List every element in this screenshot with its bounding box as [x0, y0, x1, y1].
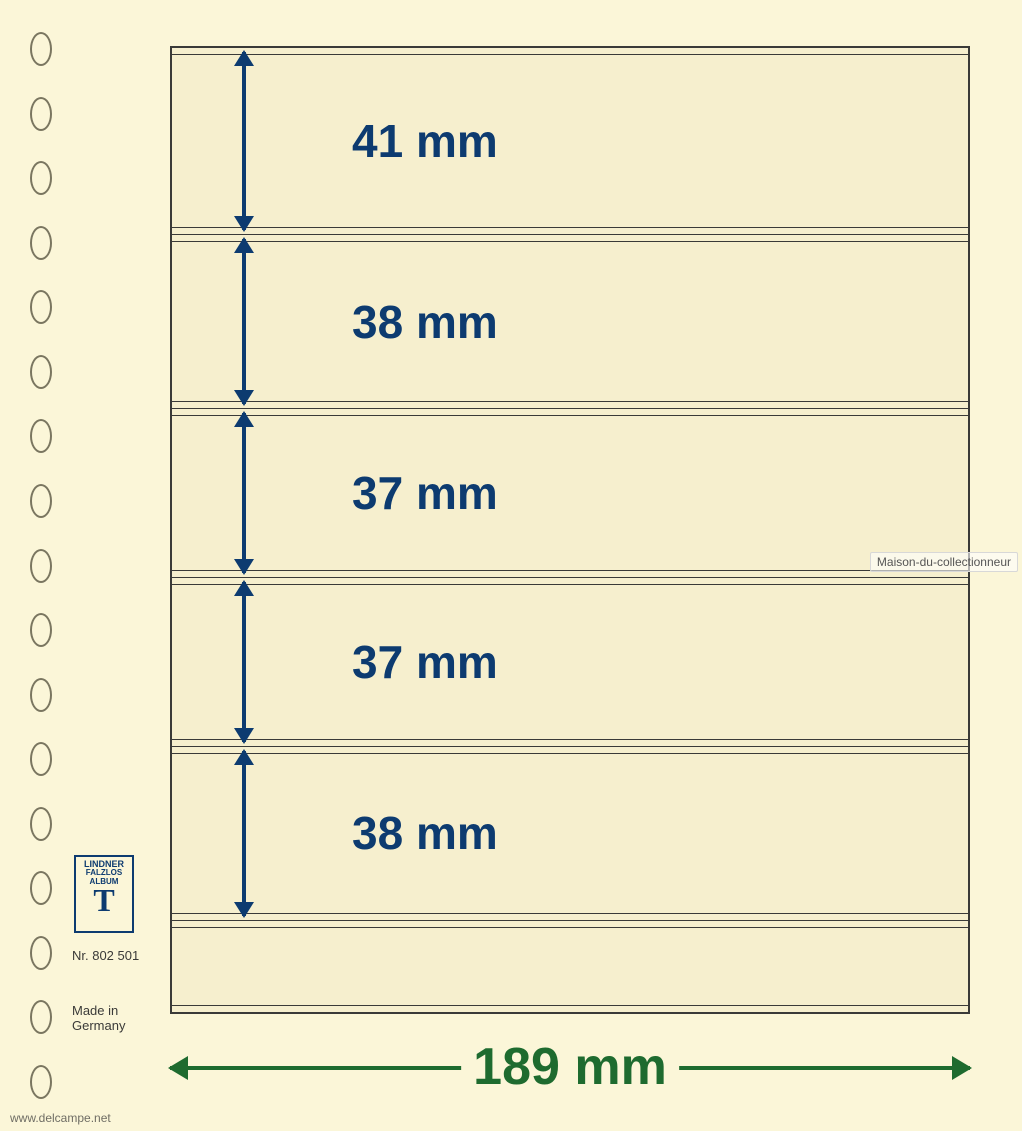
arrowhead-down-icon	[234, 216, 254, 232]
arrowhead-down-icon	[234, 902, 254, 918]
strip-inner-lines	[172, 415, 968, 571]
strip-row: 41 mm	[172, 48, 968, 235]
made-in-label: Made in Germany	[72, 1004, 125, 1034]
height-dim-line	[242, 582, 246, 742]
height-dim-line	[242, 751, 246, 916]
album-page-diagram: 41 mm 38 mm 37 mm 37 mm 38 mm 189 mm LINDNER…	[0, 0, 1022, 1131]
strip-row: 38 mm	[172, 235, 968, 409]
binding-hole	[30, 290, 52, 324]
height-dim-line	[242, 239, 246, 404]
binding-hole	[30, 871, 52, 905]
binding-hole	[30, 419, 52, 453]
height-dim-label: 37 mm	[352, 466, 498, 520]
height-dimension: 38 mm	[242, 751, 246, 916]
made-in-line1: Made in	[72, 1003, 118, 1018]
height-dim-label: 38 mm	[352, 295, 498, 349]
binding-hole	[30, 549, 52, 583]
strip-row: 38 mm	[172, 747, 968, 921]
strip-inner-lines	[172, 54, 968, 228]
arrowhead-up-icon	[234, 749, 254, 765]
arrowhead-left-icon	[168, 1056, 188, 1080]
binding-hole	[30, 1000, 52, 1034]
binding-hole	[30, 678, 52, 712]
binding-hole	[30, 355, 52, 389]
binding-hole	[30, 161, 52, 195]
arrowhead-up-icon	[234, 411, 254, 427]
source-credit: www.delcampe.net	[10, 1111, 111, 1125]
binding-hole	[30, 484, 52, 518]
height-dimension: 37 mm	[242, 582, 246, 742]
arrowhead-down-icon	[234, 728, 254, 744]
width-dimension: 189 mm	[170, 1066, 970, 1070]
arrowhead-down-icon	[234, 390, 254, 406]
binding-hole	[30, 1065, 52, 1099]
arrowhead-up-icon	[234, 50, 254, 66]
height-dim-label: 41 mm	[352, 114, 498, 168]
binding-hole	[30, 613, 52, 647]
brand-logo: LINDNER FALZLOS ALBUM T	[74, 855, 134, 933]
made-in-line2: Germany	[72, 1018, 125, 1033]
sheet-frame: 41 mm 38 mm 37 mm 37 mm 38 mm	[170, 46, 970, 1014]
watermark-badge: Maison-du-collectionneur	[870, 552, 1018, 572]
height-dim-label: 37 mm	[352, 635, 498, 689]
arrowhead-up-icon	[234, 237, 254, 253]
strips-container: 41 mm 38 mm 37 mm 37 mm 38 mm	[172, 48, 968, 1012]
arrowhead-right-icon	[952, 1056, 972, 1080]
binding-holes-column	[30, 0, 52, 1131]
binding-hole	[30, 742, 52, 776]
binding-hole	[30, 32, 52, 66]
strip-row: 37 mm	[172, 578, 968, 747]
width-dim-label: 189 mm	[461, 1037, 679, 1097]
arrowhead-up-icon	[234, 580, 254, 596]
height-dimension: 38 mm	[242, 239, 246, 404]
height-dim-label: 38 mm	[352, 806, 498, 860]
strip-inner-lines	[172, 241, 968, 402]
height-dim-line	[242, 413, 246, 573]
product-reference: Nr. 802 501	[72, 948, 139, 963]
strip-inner-lines	[172, 927, 968, 1006]
binding-hole	[30, 936, 52, 970]
strip-row: 37 mm	[172, 409, 968, 578]
height-dimension: 37 mm	[242, 413, 246, 573]
arrowhead-down-icon	[234, 559, 254, 575]
strip-row	[172, 921, 968, 1012]
height-dimension: 41 mm	[242, 52, 246, 230]
height-dim-line	[242, 52, 246, 230]
brand-letter: T	[78, 886, 130, 915]
strip-inner-lines	[172, 584, 968, 740]
binding-hole	[30, 97, 52, 131]
strip-inner-lines	[172, 753, 968, 914]
binding-hole	[30, 807, 52, 841]
binding-hole	[30, 226, 52, 260]
